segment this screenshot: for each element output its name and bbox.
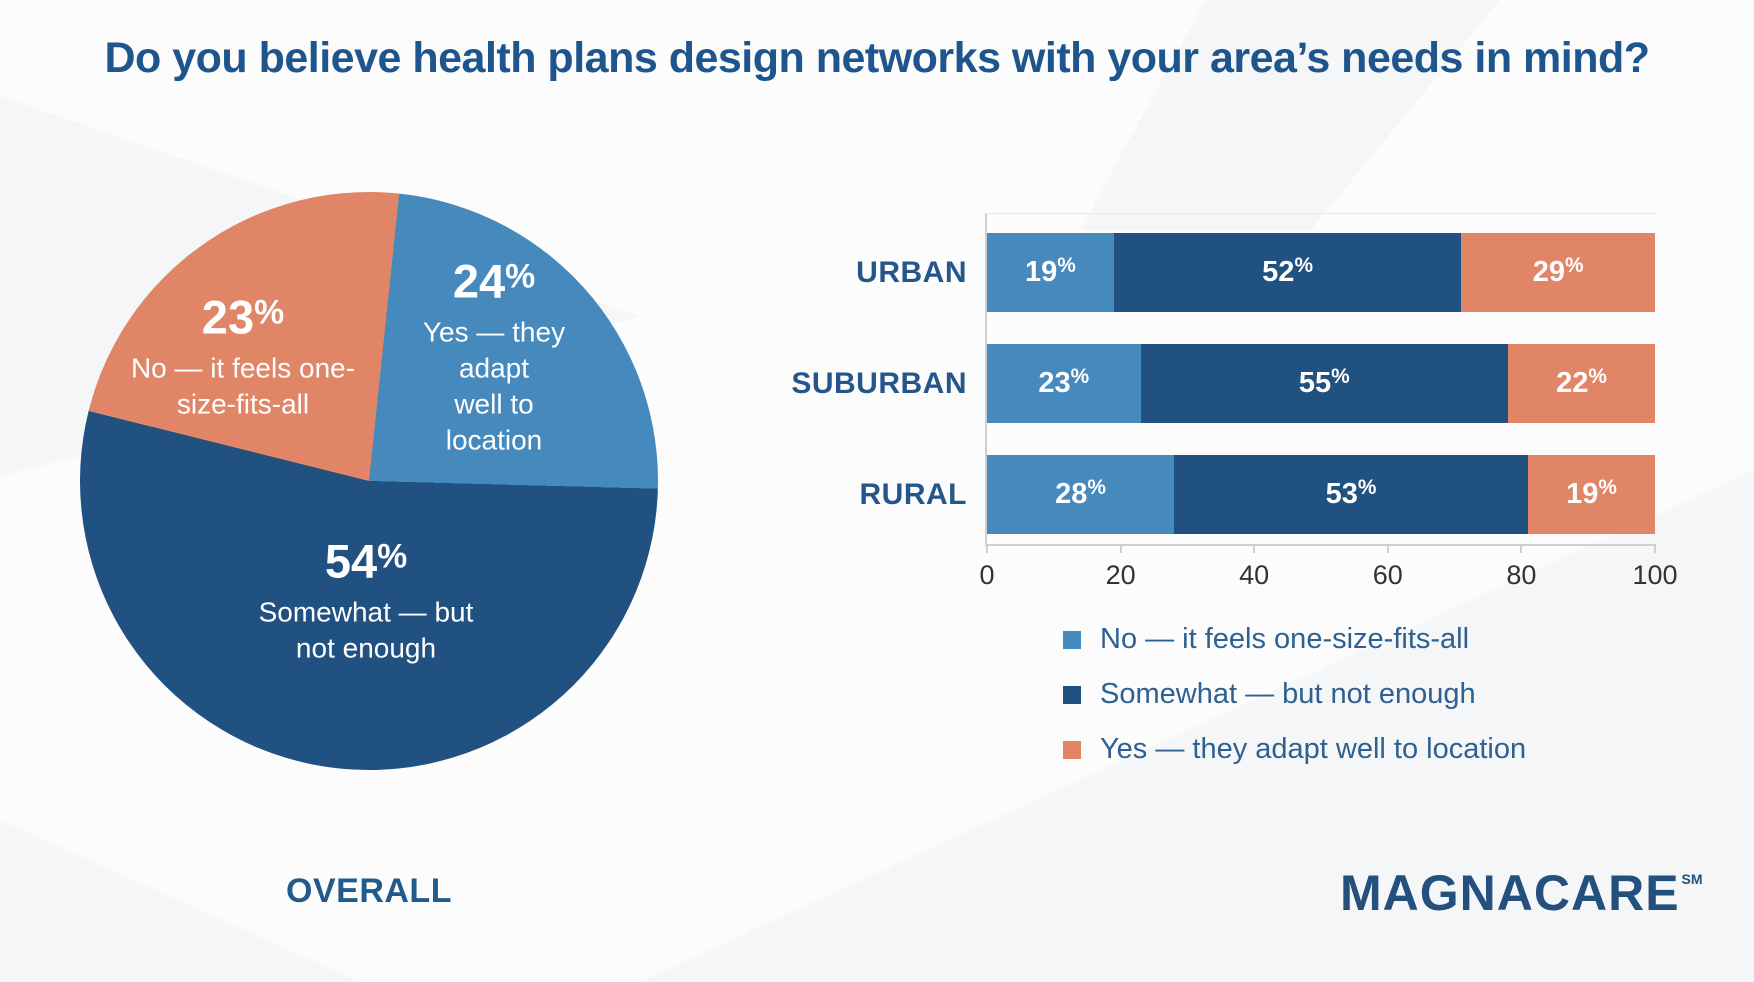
page-title: Do you believe health plans design netwo…: [104, 34, 1650, 82]
pie-chart-overall: 23% No — it feels one- size-fits-all 24%…: [80, 192, 658, 770]
pie-label-yes: 24% Yes — they adapt well to location: [412, 258, 576, 459]
bar-category-label: SUBURBAN: [791, 366, 967, 400]
bar-category-label: URBAN: [856, 255, 967, 289]
legend-label: Yes — they adapt well to location: [1100, 733, 1527, 765]
x-axis-tick-label: 40: [1239, 560, 1270, 590]
x-axis-tick-label: 60: [1372, 560, 1403, 590]
x-axis-tick-label: 20: [1105, 560, 1136, 590]
x-axis-tick-label: 0: [979, 560, 995, 590]
bar-segment: 22%: [1508, 344, 1655, 423]
bar-segment: 23%: [987, 344, 1141, 423]
x-axis-tick: [1654, 544, 1656, 553]
bar-segment: 52%: [1113, 233, 1462, 312]
legend-item: Somewhat — but not enough: [1063, 667, 1526, 722]
legend-label: No — it feels one-size-fits-all: [1100, 623, 1470, 655]
logo-sm-mark: SM: [1681, 871, 1703, 887]
bar-segment: 19%: [987, 233, 1114, 312]
legend-swatch-icon: [1063, 685, 1081, 704]
pie-label-text: size-fits-all: [176, 388, 310, 420]
x-axis-tick: [1386, 544, 1389, 553]
bar-row-suburban: SUBURBAN 23% 55% 22%: [791, 344, 1655, 423]
pie-label-text: not enough: [295, 632, 437, 664]
bar-row-urban: URBAN 19% 52% 29%: [856, 233, 1655, 312]
bar-category-label: RURAL: [859, 477, 967, 511]
x-axis-tick: [1119, 544, 1122, 553]
bar-segment: 55%: [1140, 344, 1509, 423]
bar-segment: 28%: [987, 455, 1175, 534]
x-axis-tick: [1253, 544, 1256, 553]
pie-label-no: 23% No — it feels one- size-fits-all: [131, 294, 355, 423]
x-axis-tick: [986, 544, 988, 553]
bar-segment: 19%: [1528, 455, 1655, 534]
overall-label: OVERALL: [286, 872, 452, 910]
pie-label-text: Yes — they adapt: [422, 316, 566, 384]
pie-label-text: Somewhat — but: [258, 596, 474, 628]
legend-item: No — it feels one-size-fits-all: [1063, 612, 1526, 667]
pie-label-somewhat: 54% Somewhat — but not enough: [259, 538, 474, 667]
legend-label: Somewhat — but not enough: [1100, 678, 1476, 710]
bar-segment: 53%: [1174, 455, 1529, 534]
x-axis-tick-label: 80: [1506, 560, 1537, 590]
magnacare-logo: MAGNACARE SM: [1340, 864, 1703, 922]
pie-percent: 23%: [201, 290, 285, 344]
pie-percent: 24%: [452, 254, 536, 308]
pie-label-text: No — it feels one-: [130, 352, 356, 384]
legend-swatch-icon: [1063, 630, 1081, 649]
x-axis-tick-label: 100: [1632, 560, 1678, 590]
stacked-bar-chart: URBAN 19% 52% 29% SUBURBAN 23% 55% 22% RURAL 28% 5…: [791, 213, 1678, 590]
bar-row-rural: RURAL 28% 53% 19%: [860, 455, 1655, 534]
bar-segment: 29%: [1461, 233, 1655, 312]
legend-item: Yes — they adapt well to location: [1063, 722, 1526, 777]
x-axis-tick: [1520, 544, 1523, 553]
pie-label-text: well to location: [445, 388, 543, 456]
legend: No — it feels one-size-fits-all Somewhat …: [1063, 612, 1526, 777]
legend-swatch-icon: [1063, 740, 1081, 759]
logo-text: MAGNACARE: [1340, 865, 1680, 921]
pie-percent: 54%: [324, 534, 408, 588]
